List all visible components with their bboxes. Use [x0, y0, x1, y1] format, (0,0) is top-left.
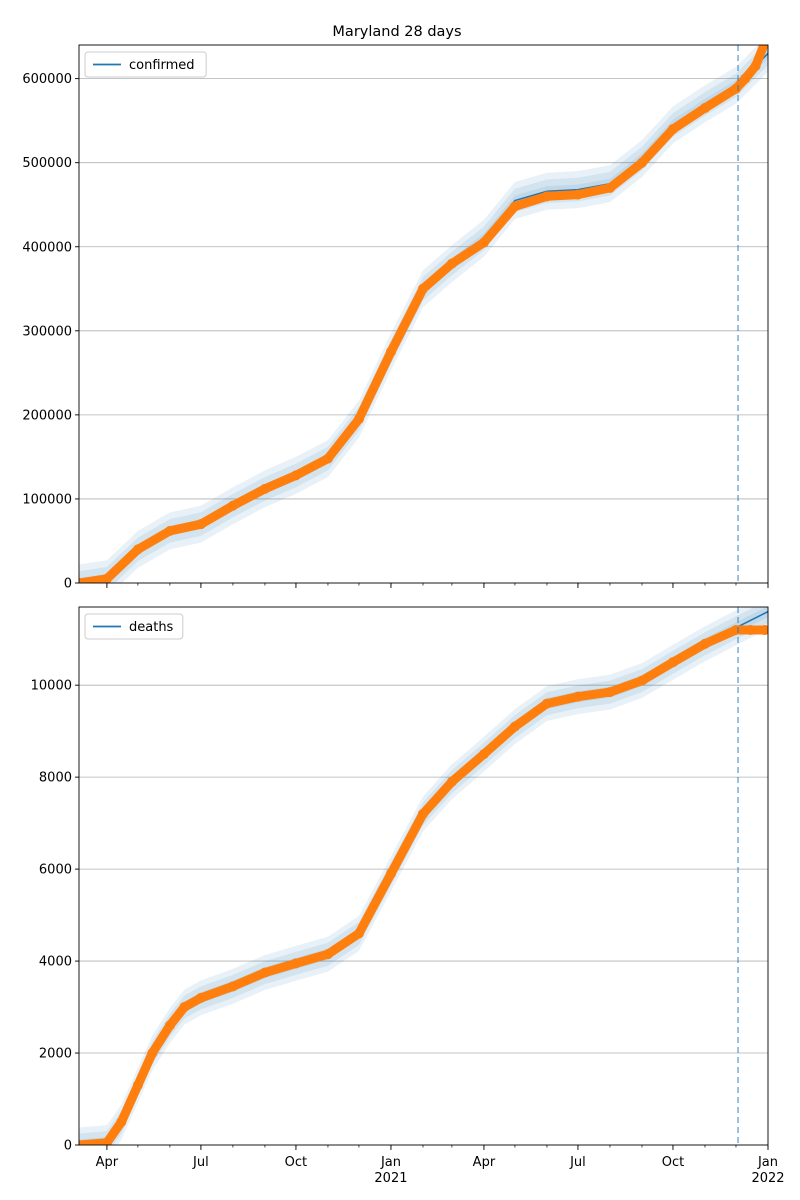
observed-point: [604, 687, 615, 698]
legend-label: confirmed: [129, 58, 195, 73]
axes-frame: [78, 606, 769, 1146]
y-tick-label: 4000: [39, 955, 72, 970]
x-tick-label: Apr: [96, 1155, 119, 1170]
observed-point: [745, 624, 756, 635]
plot-area: [79, 607, 768, 1145]
observed-point: [417, 283, 428, 294]
series-line-deaths: [79, 610, 768, 1145]
observed-point: [478, 237, 489, 248]
x-tick-label-line: 2022: [751, 1171, 784, 1186]
y-tick-label: 10000: [31, 679, 72, 694]
observed-point: [259, 483, 270, 494]
observed-point: [290, 958, 301, 969]
observed-point: [417, 808, 428, 819]
observed-point: [79, 1140, 84, 1145]
observed-point: [195, 519, 206, 530]
observed-point: [132, 1080, 143, 1091]
observed-point: [604, 182, 615, 193]
uncertainty-band: [79, 45, 768, 583]
observed-point: [446, 776, 457, 787]
observed-point: [132, 544, 143, 555]
x-tick-label: Apr: [473, 1155, 496, 1170]
y-tick-label: 400000: [22, 240, 72, 255]
observed-point: [322, 949, 333, 960]
uncertainty-band: [79, 48, 768, 583]
observed-point: [227, 981, 238, 992]
observed-point: [195, 992, 206, 1003]
observed-point: [79, 578, 84, 583]
y-tick-label: 100000: [22, 492, 72, 507]
uncertainty-band: [79, 45, 768, 583]
x-tick-label: Oct: [662, 1155, 684, 1170]
observed-point: [259, 967, 270, 978]
observed-point: [147, 1048, 158, 1059]
observed-point: [636, 675, 647, 686]
uncertainty-band: [79, 607, 768, 1145]
observed-point: [290, 470, 301, 481]
observed-point: [353, 414, 364, 425]
legend-box: [84, 51, 207, 78]
y-tick-label: 500000: [22, 156, 72, 171]
observed-point: [509, 721, 520, 732]
y-tick-label: 300000: [22, 324, 72, 339]
y-tick-label: 2000: [39, 1047, 72, 1062]
observed-point: [667, 124, 678, 135]
legend-box: [84, 613, 184, 640]
observed-point: [572, 189, 583, 200]
x-tick-label: Jul: [569, 1155, 586, 1170]
observed-point: [699, 638, 710, 649]
observed-point: [541, 191, 552, 202]
legend-label: deaths: [129, 620, 174, 635]
observed-point: [322, 453, 333, 464]
observed-point: [101, 1137, 112, 1145]
observed-point: [478, 749, 489, 760]
y-tick-label: 0: [64, 1139, 72, 1154]
observed-point: [116, 1117, 127, 1128]
observed-point: [164, 1020, 175, 1031]
observed-point: [667, 657, 678, 668]
x-tick-label-line: 2021: [374, 1171, 407, 1186]
y-tick-label: 200000: [22, 408, 72, 423]
observed-point: [636, 157, 647, 168]
observed-point: [759, 624, 768, 635]
y-tick-label: 6000: [39, 863, 72, 878]
observed-point: [509, 201, 520, 212]
observed-point: [385, 346, 396, 357]
observed-point: [179, 1002, 190, 1013]
chart-panel-0: 0 100000 200000 300000 400000 500000 600000 con…: [22, 44, 769, 592]
x-tick-label-line: Jan: [757, 1155, 778, 1170]
uncertainty-band: [79, 607, 768, 1145]
plot-area: [79, 45, 768, 583]
chart-title: Maryland 28 days: [332, 24, 461, 40]
observed-point: [758, 45, 768, 50]
y-tick-label: 8000: [39, 771, 72, 786]
axes-frame: [78, 44, 769, 584]
x-tick-label: Jul: [192, 1155, 209, 1170]
y-tick-label: 0: [64, 577, 72, 592]
observed-point: [750, 61, 761, 72]
observed-point: [164, 525, 175, 536]
x-tick-label: Jan 2022: [751, 1155, 784, 1186]
observed-point: [227, 500, 238, 511]
observed-point: [101, 573, 112, 583]
observed-point: [740, 73, 751, 84]
observed-trace: [79, 625, 768, 1145]
observed-point: [730, 624, 741, 635]
observed-point: [353, 928, 364, 939]
observed-point: [572, 691, 583, 702]
x-tick-label-line: Jan: [380, 1155, 401, 1170]
observed-point: [699, 103, 710, 114]
x-tick-label: Jan 2021: [374, 1155, 407, 1186]
observed-point: [541, 698, 552, 709]
x-tick-label: Oct: [285, 1155, 307, 1170]
observed-point: [446, 258, 457, 269]
y-tick-label: 600000: [22, 72, 72, 87]
observed-point: [385, 868, 396, 879]
observed-point: [730, 83, 741, 94]
